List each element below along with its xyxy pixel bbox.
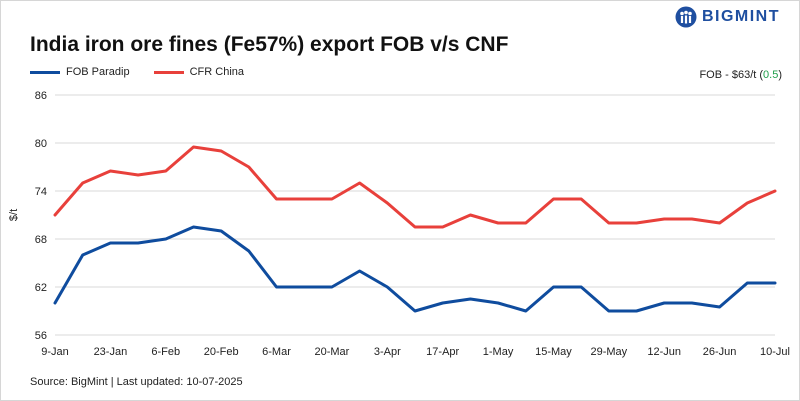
x-tick-label-10-Jul: 10-Jul (760, 346, 790, 358)
brand-name: BIGMINT (701, 8, 780, 25)
series-line-cfr-china (53, 145, 777, 229)
x-tick-label-29-May: 29-May (591, 346, 628, 358)
y-tick-label-80: 80 (35, 138, 47, 150)
x-tick-label-15-May: 15-May (535, 346, 572, 358)
x-tick-label-17-Apr: 17-Apr (426, 346, 459, 358)
legend-label-cfr: CFR China (189, 66, 244, 78)
x-tick-label-26-Jun: 26-Jun (703, 346, 737, 358)
x-tick-label-9-Jan: 9-Jan (41, 346, 69, 358)
legend-swatch-fob (30, 70, 60, 74)
y-tick-label-86: 86 (35, 90, 47, 102)
x-tick-label-20-Mar: 20-Mar (315, 346, 350, 358)
x-tick-label-12-Jun: 12-Jun (647, 346, 681, 358)
chart-title: India iron ore fines (Fe57%) export FOB … (30, 33, 509, 56)
x-tick-label-3-Apr: 3-Apr (374, 346, 401, 358)
x-tick-label-6-Feb: 6-Feb (151, 346, 180, 358)
legend-item-fob: FOB Paradip (30, 66, 130, 78)
series-line-fob-paradip (53, 225, 777, 313)
annotation-change: 0.5 (763, 69, 779, 81)
legend-label-fob: FOB Paradip (66, 66, 130, 78)
x-tick-label-6-Mar: 6-Mar (262, 346, 291, 358)
y-tick-label-68: 68 (35, 234, 47, 246)
legend: FOB Paradip CFR China (30, 66, 268, 78)
source-note: Source: BigMint | Last updated: 10-07-20… (30, 376, 243, 388)
annotation-suffix: ) (778, 69, 782, 81)
x-tick-label-23-Jan: 23-Jan (94, 346, 128, 358)
x-tick-label-1-May: 1-May (483, 346, 514, 358)
y-tick-label-74: 74 (35, 186, 47, 198)
y-tick-label-62: 62 (35, 282, 47, 294)
annotation-prefix: FOB - $63/t ( (699, 69, 764, 81)
y-axis-label: $/t (8, 209, 20, 221)
price-annotation: FOB - $63/t (0.5) (699, 69, 782, 81)
people-icon (675, 6, 697, 28)
x-tick-label-20-Feb: 20-Feb (204, 346, 239, 358)
brand-logo: BIGMINT (675, 6, 780, 28)
y-tick-label-56: 56 (35, 330, 47, 342)
legend-swatch-cfr (153, 70, 184, 74)
legend-item-cfr: CFR China (153, 66, 244, 78)
